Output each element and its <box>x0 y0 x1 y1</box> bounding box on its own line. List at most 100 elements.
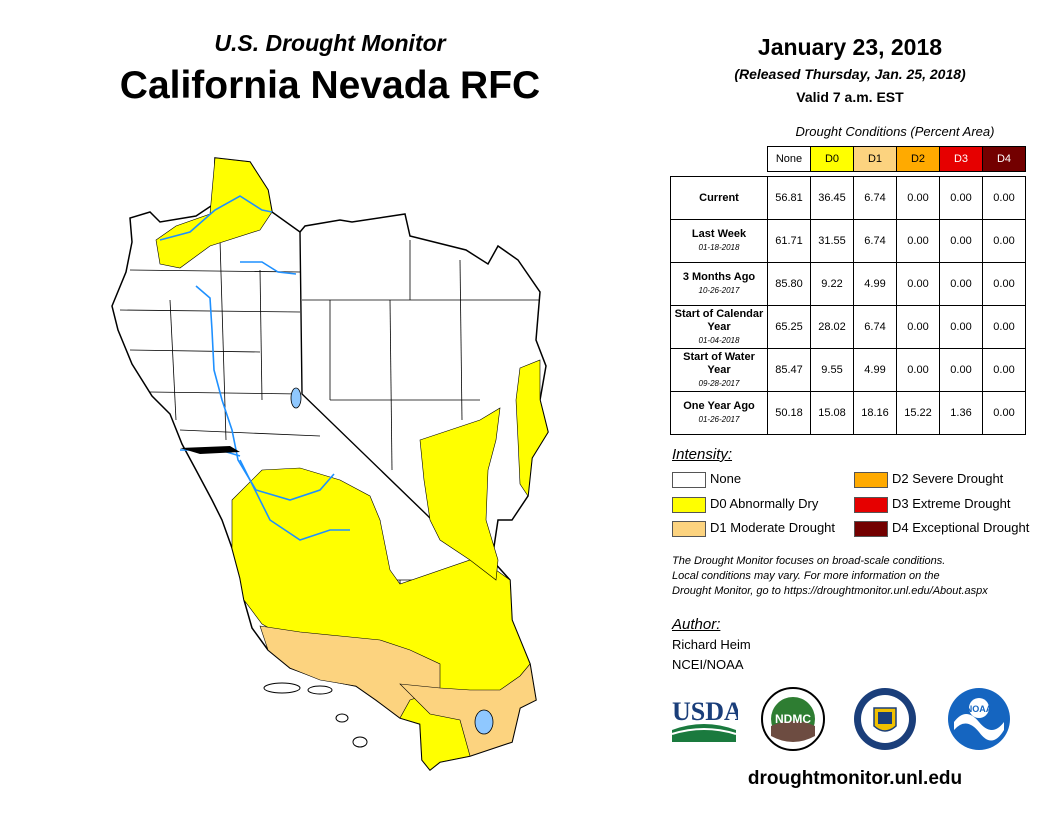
author-heading: Author: <box>672 616 721 633</box>
table-row: Start of Water Year 09-28-2017 85.47 9.55… <box>670 348 1026 392</box>
swatch <box>854 497 888 513</box>
table-cell: 31.55 <box>810 219 854 263</box>
table-cell: 50.18 <box>767 391 811 435</box>
doc-seal-logo <box>852 686 918 757</box>
san-francisco-bay <box>180 446 240 454</box>
table-cell: 65.25 <box>767 305 811 349</box>
table-cell: 6.74 <box>853 305 897 349</box>
row-date: 01-18-2018 <box>698 243 740 252</box>
footer-url-link[interactable]: droughtmonitor.unl.edu <box>747 768 963 789</box>
swatch <box>854 472 888 488</box>
legend-label: D4 Exceptional Drought <box>892 520 1030 535</box>
col-d4: D4 <box>982 146 1026 172</box>
table-cell: 56.81 <box>767 176 811 220</box>
swatch <box>672 497 706 513</box>
conditions-caption: Drought Conditions (Percent Area) <box>795 124 995 139</box>
table-row: Last Week 01-18-2018 61.71 31.55 6.74 0.0… <box>670 219 1026 263</box>
table-cell: 4.99 <box>853 348 897 392</box>
table-row: One Year Ago 01-26-2017 50.18 15.08 18.16… <box>670 391 1026 435</box>
row-label: Start of Water Year <box>683 350 755 376</box>
legend-label: D2 Severe Drought <box>892 471 1004 486</box>
author-org: NCEI/NOAA <box>672 657 744 672</box>
map-subtitle: U.S. Drought Monitor <box>214 30 446 56</box>
drought-map <box>111 157 549 772</box>
table-cell: 0.00 <box>896 176 940 220</box>
noaa-logo-text: NOAA <box>966 704 993 714</box>
legend-label: D0 Abnormally Dry <box>710 496 819 511</box>
table-row: 3 Months Ago 10-26-2017 85.80 9.22 4.99 0… <box>670 262 1026 306</box>
table-cell: 15.22 <box>896 391 940 435</box>
table-cell: 0.00 <box>939 305 983 349</box>
col-d1: D1 <box>853 146 897 172</box>
legend-label: None <box>710 471 742 486</box>
table-cell: 9.22 <box>810 262 854 306</box>
table-cell: 0.00 <box>896 262 940 306</box>
table-cell: 4.99 <box>853 262 897 306</box>
table-cell: 0.00 <box>982 305 1026 349</box>
row-label: Start of Calendar Year <box>674 307 764 333</box>
table-cell: 18.16 <box>853 391 897 435</box>
table-cell: 0.00 <box>896 348 940 392</box>
channel-islands <box>263 682 368 748</box>
col-d0: D0 <box>810 146 854 172</box>
table-cell: 6.74 <box>853 219 897 263</box>
swatch <box>672 521 706 537</box>
row-label: Current <box>699 191 739 204</box>
map-date: January 23, 2018 <box>757 34 943 60</box>
table-cell: 0.00 <box>982 391 1026 435</box>
row-label: 3 Months Ago <box>682 271 756 283</box>
note-line: Drought Monitor, go to https://droughtmo… <box>672 585 988 597</box>
col-d3: D3 <box>939 146 983 172</box>
swatch <box>672 472 706 488</box>
table-cell: 85.47 <box>767 348 811 392</box>
row-date: 09-28-2017 <box>698 378 740 388</box>
table-cell: 28.02 <box>810 305 854 349</box>
table-row: Start of Calendar Year 01-04-2018 65.25 2… <box>670 305 1026 349</box>
table-cell: 0.00 <box>982 348 1026 392</box>
col-none: None <box>767 146 811 172</box>
valid-time: Valid 7 a.m. EST <box>796 89 904 105</box>
intensity-heading: Intensity: <box>672 446 733 463</box>
row-label: Last Week <box>691 228 747 240</box>
salton-sea <box>474 709 494 735</box>
table-cell: 0.00 <box>896 219 940 263</box>
drought-statistics-table: None D0 D1 D2 D3 D4 Current 56.81 36.45 … <box>670 146 1026 435</box>
table-header-row: None D0 D1 D2 D3 D4 <box>671 146 1026 172</box>
table-cell: 61.71 <box>767 219 811 263</box>
table-cell: 0.00 <box>939 348 983 392</box>
lake-tahoe <box>290 387 302 409</box>
table-cell: 85.80 <box>767 262 811 306</box>
ndmc-logo-text: NDMC <box>775 712 811 726</box>
table-cell: 0.00 <box>939 219 983 263</box>
table-cell: 1.36 <box>939 391 983 435</box>
table-cell: 15.08 <box>810 391 854 435</box>
author-name: Richard Heim <box>672 637 751 652</box>
swatch <box>854 521 888 537</box>
table-cell: 0.00 <box>982 176 1026 220</box>
table-cell: 0.00 <box>939 176 983 220</box>
table-cell: 36.45 <box>810 176 854 220</box>
table-cell: 6.74 <box>853 176 897 220</box>
legend-label: D1 Moderate Drought <box>710 520 836 535</box>
map-title: California Nevada RFC <box>119 64 541 107</box>
table-cell: 0.00 <box>982 262 1026 306</box>
row-date: 01-04-2018 <box>698 335 740 345</box>
note-line: The Drought Monitor focuses on broad-sca… <box>672 555 946 567</box>
d1-areas <box>259 625 537 757</box>
noaa-logo: NOAA <box>946 686 1012 757</box>
usda-logo-text: USDA <box>672 697 738 726</box>
table-cell: 0.00 <box>982 219 1026 263</box>
table-cell: 0.00 <box>939 262 983 306</box>
row-date: 10-26-2017 <box>698 286 740 295</box>
disclaimer-note: The Drought Monitor focuses on broad-sca… <box>672 554 1042 599</box>
col-d2: D2 <box>896 146 940 172</box>
note-line: Local conditions may vary. For more info… <box>672 570 940 582</box>
table-row: Current 56.81 36.45 6.74 0.00 0.00 0.00 <box>670 176 1026 220</box>
release-date: (Released Thursday, Jan. 25, 2018) <box>734 66 966 82</box>
table-cell: 0.00 <box>896 305 940 349</box>
row-date: 01-26-2017 <box>698 415 740 424</box>
legend-label: D3 Extreme Drought <box>892 496 1011 511</box>
usda-logo: USDA <box>670 686 743 753</box>
table-cell: 9.55 <box>810 348 854 392</box>
ndmc-logo: NDMC <box>760 686 826 757</box>
